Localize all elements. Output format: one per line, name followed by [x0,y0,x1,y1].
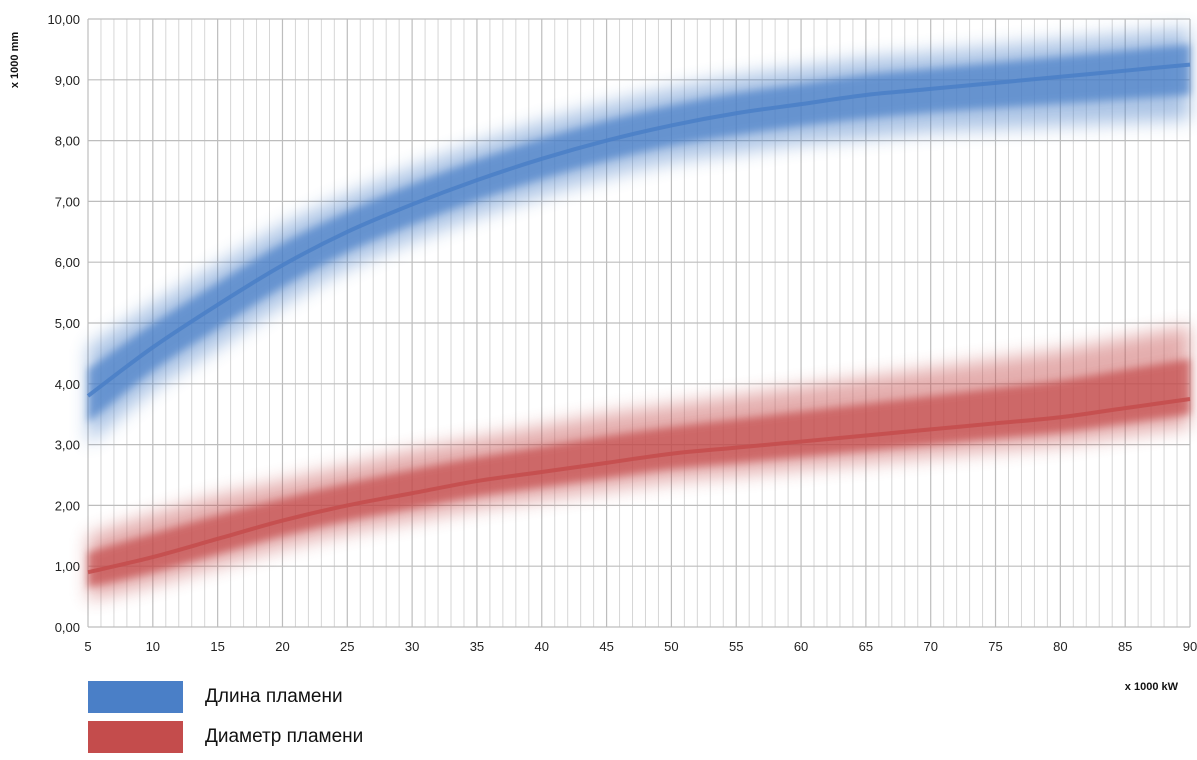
y-tick-label: 3,00 [55,438,80,453]
series-band-glow-0 [88,28,1190,445]
legend: Длина пламени Диаметр пламени [88,680,363,760]
x-tick-label: 90 [1183,639,1197,654]
x-tick-label: 55 [729,639,743,654]
legend-swatch-length [88,681,183,713]
x-tick-label: 50 [664,639,678,654]
x-tick-label: 65 [859,639,873,654]
x-tick-label: 25 [340,639,354,654]
x-tick-label: 10 [146,639,160,654]
y-tick-label: 10,00 [47,12,80,27]
legend-label-length: Длина пламени [205,686,343,707]
x-tick-label: 15 [210,639,224,654]
x-tick-label: 45 [599,639,613,654]
legend-swatch-diameter [88,721,183,753]
x-tick-label: 60 [794,639,808,654]
x-tick-label: 75 [988,639,1002,654]
y-tick-label: 4,00 [55,377,80,392]
x-tick-label: 20 [275,639,289,654]
series-line-0 [86,62,1191,398]
series-bands [88,28,1190,600]
y-tick-label: 7,00 [55,194,80,209]
series-band-core-0 [88,44,1190,423]
series-band-core-1 [88,358,1190,588]
y-tick-label: 6,00 [55,255,80,270]
y-tick-label: 2,00 [55,498,80,513]
x-tick-label: 35 [470,639,484,654]
y-tick-label: 5,00 [55,316,80,331]
y-axis-title: x 1000 mm [9,32,21,88]
y-tick-label: 9,00 [55,73,80,88]
legend-label-diameter: Диаметр пламени [205,726,364,747]
x-tick-label: 85 [1118,639,1132,654]
x-tick-label: 30 [405,639,419,654]
x-tick-label: 5 [84,639,91,654]
series-line-1 [87,397,1191,575]
x-tick-label: 40 [535,639,549,654]
x-tick-label: 70 [923,639,937,654]
x-axis-title: x 1000 kW [1125,681,1179,693]
tick-labels: 5 10 15 20 25 30 35 40 45 50 55 60 65 70 75 80 85 90 0,00 1… [47,12,1197,654]
y-tick-label: 8,00 [55,134,80,149]
series-lines [86,62,1191,575]
legend-item-diameter: Диаметр пламени [88,720,363,754]
legend-item-length: Длина пламени [88,680,363,714]
x-tick-label: 80 [1053,639,1067,654]
y-tick-label: 1,00 [55,559,80,574]
y-tick-label: 0,00 [55,620,80,635]
